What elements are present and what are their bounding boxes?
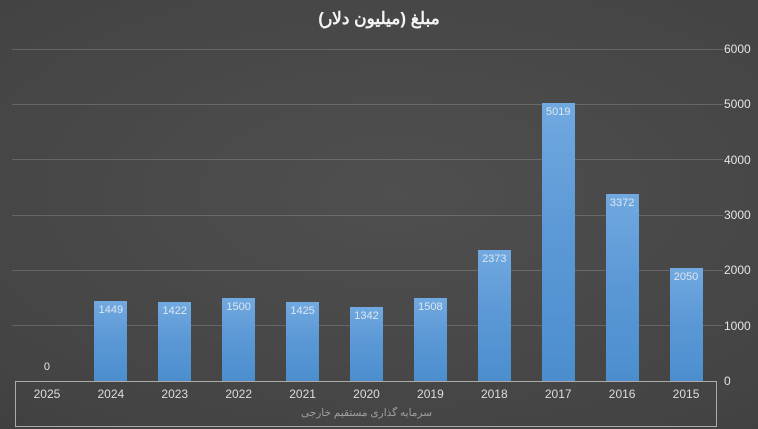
bar [286, 302, 320, 381]
bar [541, 103, 575, 381]
data-label: 1500 [226, 301, 251, 313]
gridline [12, 214, 723, 216]
category-axis-label: 2015 [672, 387, 700, 401]
bar [350, 306, 383, 381]
category-axis-label: 2023 [161, 387, 189, 401]
gridline [12, 159, 723, 161]
value-axis-label: 1000 [724, 318, 751, 333]
gridline [12, 103, 723, 105]
category-axis-box [15, 381, 717, 427]
category-axis-label: 2022 [225, 387, 253, 401]
value-axis-label: 6000 [724, 42, 751, 56]
data-label: 2373 [482, 252, 507, 265]
data-label: 2050 [673, 270, 699, 283]
bar [413, 297, 447, 381]
bar [669, 267, 703, 381]
value-axis-label: 2000 [724, 263, 751, 278]
bar [94, 300, 128, 381]
data-label: 1508 [418, 300, 443, 313]
data-label: 1422 [162, 305, 187, 318]
category-axis-label: 2020 [353, 387, 380, 401]
value-axis-label: 3000 [724, 208, 751, 222]
chart-title: مبلغ (میلیون دلار) [318, 9, 440, 28]
data-label: 5019 [545, 106, 571, 119]
category-axis-label: 2025 [33, 387, 61, 401]
category-axis-label: 2019 [417, 387, 444, 401]
bar [222, 298, 256, 381]
bar [605, 194, 639, 381]
series-legend-label: سرمایه گذاری مستقیم خارجی [300, 407, 433, 419]
gridline [12, 48, 723, 50]
gridline [12, 269, 723, 271]
data-label: 1425 [290, 305, 315, 318]
data-label: 3372 [609, 197, 635, 210]
category-axis-label: 2018 [480, 387, 508, 401]
category-axis-label: 2024 [97, 387, 125, 401]
category-axis-label: 2017 [544, 387, 572, 401]
category-axis-label: 2016 [608, 387, 636, 401]
category-axis-label: 2021 [289, 387, 316, 401]
data-label: 1449 [98, 303, 124, 316]
data-label: 0 [43, 361, 51, 373]
bar [158, 302, 192, 381]
value-axis-label: 0 [724, 374, 731, 388]
value-axis-label: 5000 [724, 97, 751, 112]
value-axis-label: 4000 [724, 152, 751, 167]
data-label: 1342 [354, 309, 379, 322]
bar [477, 249, 511, 381]
